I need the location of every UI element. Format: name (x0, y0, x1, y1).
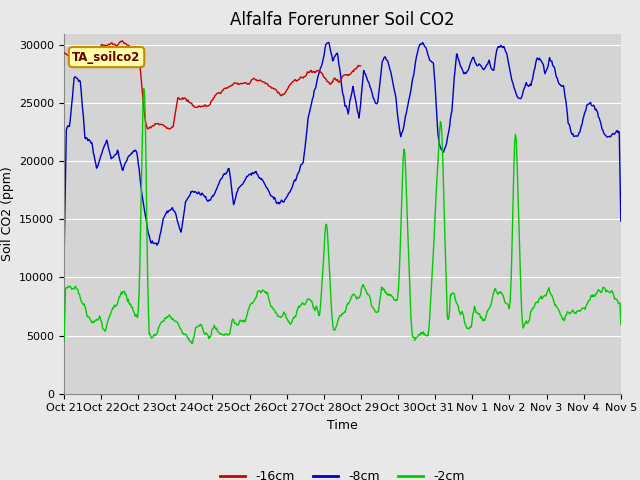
Text: TA_soilco2: TA_soilco2 (72, 50, 141, 63)
Y-axis label: Soil CO2 (ppm): Soil CO2 (ppm) (1, 166, 13, 261)
Legend: -16cm, -8cm, -2cm: -16cm, -8cm, -2cm (215, 465, 470, 480)
X-axis label: Time: Time (327, 419, 358, 432)
Title: Alfalfa Forerunner Soil CO2: Alfalfa Forerunner Soil CO2 (230, 11, 454, 29)
